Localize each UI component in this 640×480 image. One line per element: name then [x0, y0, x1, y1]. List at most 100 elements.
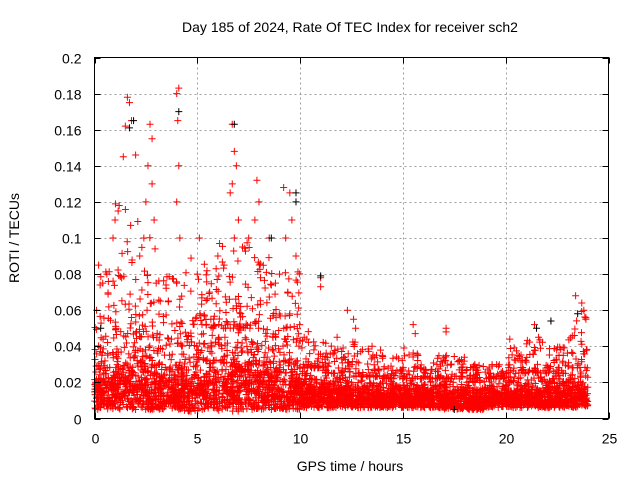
data-point: [128, 259, 136, 267]
data-point-roti-red: [148, 180, 156, 188]
data-point: [134, 385, 142, 393]
data-point: [267, 281, 275, 289]
data-point: [168, 320, 176, 328]
data-point: [134, 346, 142, 354]
data-point: [98, 377, 106, 385]
data-point: [247, 294, 255, 302]
data-point: [95, 342, 103, 350]
data-point: [91, 345, 99, 353]
data-point: [212, 300, 220, 308]
data-point: [118, 297, 126, 305]
data-point: [164, 297, 172, 305]
data-point: [545, 345, 553, 353]
data-point: [94, 394, 102, 402]
data-point-roti-red: [411, 330, 419, 338]
data-point: [120, 362, 128, 370]
data-point-roti-red: [286, 189, 294, 197]
data-point-roti-red: [333, 333, 341, 341]
data-point-roti-red: [175, 162, 183, 170]
data-point: [537, 344, 545, 352]
data-point: [134, 217, 142, 225]
data-point: [162, 284, 170, 292]
data-point: [117, 398, 125, 406]
data-point: [195, 275, 203, 283]
data-point: [143, 375, 151, 383]
data-point: [255, 311, 263, 319]
data-point: [577, 329, 585, 337]
data-point: [137, 374, 145, 382]
data-point-roti-black: [317, 272, 325, 280]
y-axis-label: ROTI / TECUs: [6, 193, 22, 283]
data-point: [147, 396, 155, 404]
data-point-roti-red: [506, 335, 514, 343]
data-point: [115, 395, 123, 403]
x-tick-label: 25: [602, 431, 618, 447]
data-point: [168, 335, 176, 343]
data-point: [573, 317, 581, 325]
data-point: [241, 334, 249, 342]
data-point: [141, 346, 149, 354]
data-point: [112, 326, 120, 334]
data-point-roti-red: [206, 288, 214, 296]
data-point: [239, 347, 247, 355]
data-point: [124, 404, 132, 412]
data-point: [129, 343, 137, 351]
data-point: [99, 369, 107, 377]
y-tick-label: 0.2: [62, 51, 82, 67]
data-point: [104, 290, 112, 298]
data-point-roti-black: [97, 324, 105, 332]
data-point: [110, 301, 118, 309]
data-point: [126, 354, 134, 362]
data-point: [218, 258, 226, 266]
data-point: [121, 388, 129, 396]
data-point: [139, 311, 147, 319]
data-point-roti-red: [255, 198, 263, 206]
data-point: [144, 290, 152, 298]
data-point: [208, 343, 216, 351]
data-point: [216, 307, 224, 315]
data-point: [389, 354, 397, 362]
data-point: [288, 292, 296, 300]
x-tick-label: 10: [293, 431, 309, 447]
data-point: [400, 344, 408, 352]
data-point: [494, 362, 502, 370]
data-point-roti-red: [280, 183, 288, 191]
data-point: [117, 328, 125, 336]
data-point-roti-red: [195, 234, 203, 242]
data-point-roti-red: [271, 279, 279, 287]
y-tick-label: 0.1: [62, 231, 82, 247]
data-point: [212, 285, 220, 293]
data-point: [103, 395, 111, 403]
data-point: [364, 360, 372, 368]
data-point: [310, 346, 318, 354]
data-point: [120, 343, 128, 351]
data-point: [117, 365, 125, 373]
data-point: [131, 302, 139, 310]
data-point: [281, 269, 289, 277]
data-point: [104, 375, 112, 383]
data-point: [358, 346, 366, 354]
data-point: [232, 343, 240, 351]
data-point: [200, 260, 208, 268]
data-point: [237, 344, 245, 352]
data-point: [94, 361, 102, 369]
x-tick-label: 5: [194, 431, 202, 447]
data-point: [167, 356, 175, 364]
data-point: [178, 292, 186, 300]
data-point: [190, 320, 198, 328]
data-point: [110, 281, 118, 289]
data-point: [134, 362, 142, 370]
data-point: [267, 280, 275, 288]
data-point: [193, 361, 201, 369]
data-point: [113, 345, 121, 353]
data-point: [479, 362, 487, 370]
data-point: [144, 368, 152, 376]
data-point: [164, 334, 172, 342]
data-point-roti-red: [578, 299, 586, 307]
data-point: [98, 400, 106, 408]
data-point: [261, 337, 269, 345]
y-tick-label: 0.18: [54, 87, 81, 103]
data-point-roti-black: [292, 189, 300, 197]
data-point-roti-red: [317, 283, 325, 291]
data-point: [146, 390, 154, 398]
